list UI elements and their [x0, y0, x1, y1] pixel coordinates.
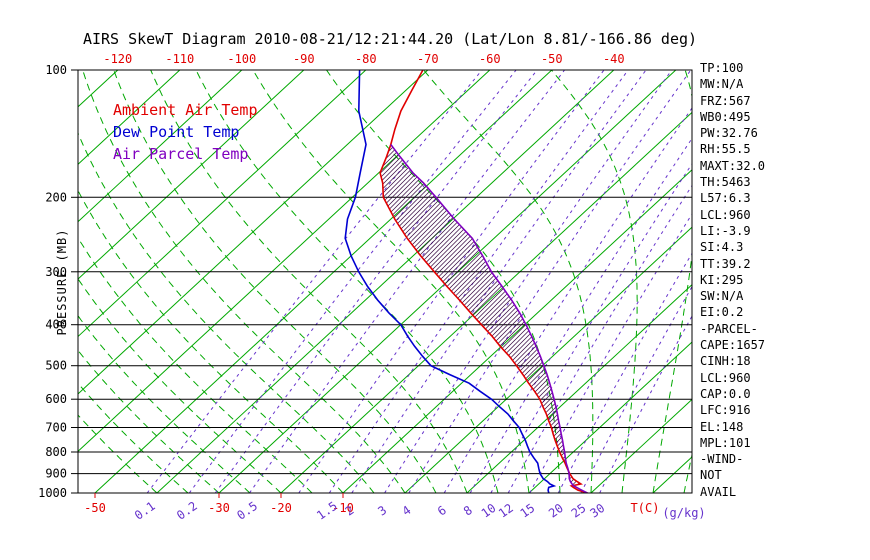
mixing-ratio-tick-label: 4	[400, 503, 414, 519]
mixing-ratio-tick-label: 15	[518, 501, 538, 521]
bottom-temp-tick-label: -30	[208, 501, 230, 515]
series-ambient-air-temp	[379, 70, 589, 493]
stat-line: TT:39.2	[700, 256, 751, 271]
stat-line: L57:6.3	[700, 191, 751, 206]
stat-line: MAXT:32.0	[700, 158, 766, 173]
pressure-tick-label: 900	[45, 467, 67, 481]
pressure-tick-label: 500	[45, 359, 67, 373]
stat-line: TH:5463	[700, 175, 751, 190]
legend-dew-point-temp: Dew Point Temp	[113, 123, 240, 141]
pressure-axis-label: PRESSURE (MB)	[55, 228, 69, 336]
pressure-tick-label: 200	[45, 190, 67, 204]
top-temp-tick-label: -70	[417, 52, 439, 66]
top-temp-tick-label: -90	[293, 52, 315, 66]
stat-line: MW:N/A	[700, 77, 744, 92]
bottom-temp-tick-label: -10	[332, 501, 354, 515]
mixing-ratio-tick-label: 0.2	[174, 499, 200, 523]
bottom-temp-axis: -50 -30 -20 -10 T(C)	[84, 493, 659, 515]
top-temp-tick-label: -120	[103, 52, 132, 66]
stat-line: EL:148	[700, 419, 744, 434]
stat-line: LI:-3.9	[700, 223, 751, 238]
stat-line: LCL:960	[700, 207, 751, 222]
bottom-temp-tick-label: -50	[84, 501, 106, 515]
moist-adiabat-lines	[78, 70, 692, 493]
mixing-ratio-tick-label: 8	[461, 503, 475, 519]
cape-hatch-area	[380, 144, 581, 485]
mixing-ratio-tick-label: 25	[569, 501, 589, 521]
mixing-ratio-tick-label: 3	[375, 503, 389, 519]
temp-unit-label: T(C)	[631, 501, 660, 515]
pressure-axis: 100 200 300 400 500 600 700 800 900 1000	[38, 63, 78, 500]
stat-line: RH:55.5	[700, 142, 751, 157]
pressure-tick-label: 700	[45, 421, 67, 435]
chart-title: AIRS SkewT Diagram 2010-08-21/12:21:44.2…	[82, 30, 698, 48]
mixing-ratio-tick-label: 0.1	[132, 499, 158, 523]
chart-legend: Ambient Air Temp Dew Point Temp Air Parc…	[113, 99, 258, 165]
series-dew-point-temp	[344, 70, 557, 493]
top-temp-axis: -120 -110 -100 -90 -80 -70 -60 -50 -40	[103, 52, 624, 66]
pressure-tick-label: 100	[45, 63, 67, 77]
plot-area	[78, 70, 692, 493]
mixing-ratio-tick-label: 0.5	[234, 499, 260, 523]
pressure-tick-label: 400	[45, 318, 67, 332]
top-temp-tick-label: -40	[603, 52, 625, 66]
stat-line: PW:32.76	[700, 126, 758, 141]
stat-line: CAP:0.0	[700, 386, 751, 401]
top-temp-tick-label: -50	[541, 52, 563, 66]
stat-line: NOT	[700, 468, 722, 483]
series-air-parcel-temp	[390, 144, 588, 493]
bottom-temp-tick-label: -20	[270, 501, 292, 515]
mixing-ratio-tick-label: 6	[435, 503, 449, 519]
stat-line: LFC:916	[700, 403, 751, 418]
mixing-ratio-tick-label: 30	[587, 501, 607, 521]
legend-ambient-air-temp: Ambient Air Temp	[113, 101, 258, 119]
plot-frame	[77, 69, 693, 494]
pressure-tick-label: 1000	[38, 486, 67, 500]
stat-line: SI:4.3	[700, 240, 744, 255]
stat-line: AVAIL	[700, 484, 737, 499]
top-temp-tick-label: -110	[165, 52, 194, 66]
stat-line: FRZ:567	[700, 93, 751, 108]
stat-line: MPL:101	[700, 435, 751, 450]
stat-line: -PARCEL-	[700, 321, 758, 336]
stat-line: -WIND-	[700, 452, 744, 467]
top-temp-tick-label: -60	[479, 52, 501, 66]
legend-air-parcel-temp: Air Parcel Temp	[113, 145, 249, 163]
stat-line: EI:0.2	[700, 305, 744, 320]
mixing-ratio-tick-label: 20	[546, 501, 566, 521]
mixing-unit-label: (g/kg)	[662, 506, 705, 520]
stat-line: SW:N/A	[700, 289, 744, 304]
stat-line: CAPE:1657	[700, 338, 766, 353]
mixing-ratio-tick-label: 12	[496, 501, 516, 521]
pressure-tick-label: 300	[45, 265, 67, 279]
top-temp-tick-label: -80	[355, 52, 377, 66]
stats-panel: TP:100 MW:N/A FRZ:567 WB0:495 PW:32.76 RH:55.…	[700, 60, 765, 500]
mixing-ratio-tick-label: 10	[479, 501, 499, 521]
mixing-ratio-tick-label: 2	[343, 503, 357, 519]
stat-line: CINH:18	[700, 354, 751, 369]
stat-line: KI:295	[700, 272, 744, 287]
stat-line: WB0:495	[700, 109, 751, 124]
stat-line: TP:100	[700, 61, 744, 75]
pressure-tick-label: 800	[45, 445, 67, 459]
stat-line: LCL:960	[700, 370, 751, 385]
isotherm-lines	[78, 70, 692, 493]
top-temp-tick-label: -100	[227, 52, 256, 66]
pressure-tick-label: 600	[45, 392, 67, 406]
